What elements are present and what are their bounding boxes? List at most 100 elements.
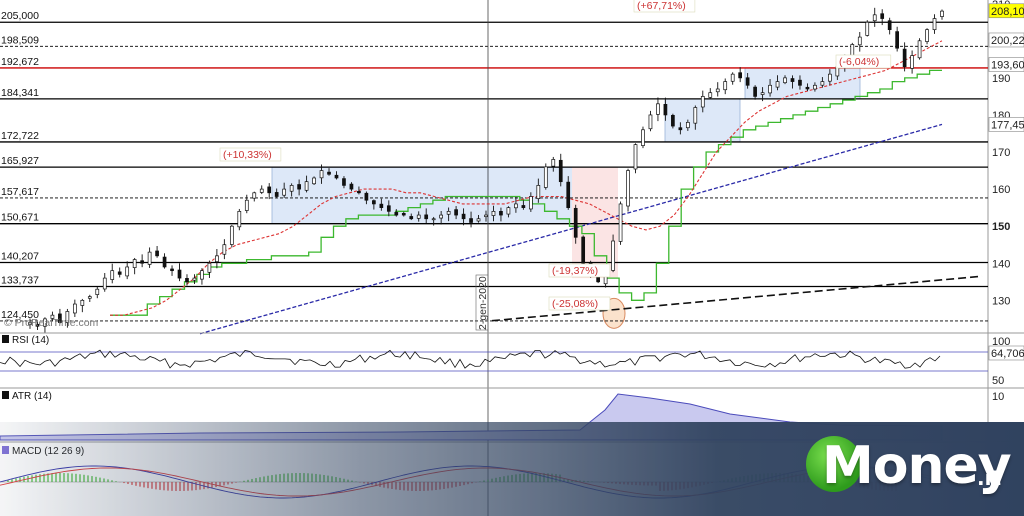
- candle: [499, 207, 503, 222]
- candle-body: [469, 218, 473, 223]
- brand-suffix: .it: [977, 466, 1002, 490]
- candle: [454, 206, 458, 220]
- candle-body: [147, 251, 152, 265]
- annotation-3: (-19,37%): [552, 265, 598, 277]
- candle: [828, 69, 832, 86]
- candle: [932, 14, 937, 34]
- candle-body: [656, 103, 660, 115]
- candle-body: [102, 277, 107, 290]
- candle: [775, 75, 780, 91]
- candle: [386, 200, 391, 217]
- horizontal-levels: 205,000 198,509 192,672 184,341 172,722 165,9…: [0, 10, 988, 322]
- candle-body: [663, 103, 668, 116]
- candle: [663, 97, 668, 121]
- candle-body: [902, 48, 907, 68]
- candle-body: [58, 313, 62, 323]
- candle: [566, 176, 571, 210]
- candle-body: [117, 271, 122, 275]
- candle-body: [43, 318, 47, 327]
- candle-body: [476, 218, 481, 222]
- range-boxes: [271, 67, 861, 329]
- candle-body: [857, 36, 862, 46]
- candle: [342, 176, 346, 189]
- atr-ytick: 10: [992, 391, 1004, 403]
- candle: [723, 78, 728, 95]
- candle-body: [775, 81, 780, 88]
- candle: [895, 26, 899, 52]
- annotation-box-2: [835, 54, 892, 69]
- candle: [469, 211, 473, 228]
- y-tick-160: 160: [992, 184, 1010, 196]
- candle: [730, 72, 735, 85]
- candle: [155, 245, 159, 258]
- candle: [917, 38, 922, 60]
- candle-body: [790, 78, 795, 82]
- candle-body: [162, 256, 167, 268]
- candle-body: [865, 21, 870, 36]
- candle-body: [543, 166, 548, 188]
- candle-body: [334, 174, 339, 179]
- value-tag-0: 208,10: [991, 6, 1024, 18]
- candle-body: [28, 322, 32, 325]
- candle: [140, 254, 144, 268]
- candle-body: [312, 177, 316, 185]
- candle-body: [289, 185, 294, 192]
- candle-body: [357, 190, 361, 194]
- atr-label: ATR (14): [12, 391, 52, 402]
- candle: [514, 196, 518, 213]
- candle: [738, 67, 743, 83]
- candle: [110, 263, 115, 284]
- candle: [641, 126, 645, 149]
- candle-body: [514, 203, 518, 209]
- candle-body: [319, 170, 324, 179]
- candle-body: [618, 203, 623, 242]
- candle: [521, 200, 526, 210]
- candle-body: [671, 114, 675, 127]
- candle: [200, 268, 204, 285]
- candle: [394, 209, 399, 217]
- vertical-marker-label: 2-gen-2020: [477, 276, 489, 330]
- candle-body: [738, 72, 743, 79]
- candle: [768, 79, 772, 97]
- rsi-value: 64,706: [991, 348, 1024, 360]
- candle: [872, 7, 877, 27]
- candle-body: [386, 205, 391, 212]
- value-tag-box-2: [988, 57, 1024, 72]
- candle-body: [887, 20, 892, 31]
- candle-body: [633, 144, 638, 170]
- candle: [656, 97, 660, 122]
- candle: [43, 317, 47, 333]
- candle-body: [872, 14, 877, 22]
- candle: [207, 260, 212, 278]
- level-label-1: 198,509: [1, 34, 39, 46]
- candle-body: [372, 200, 376, 205]
- candles: [28, 7, 944, 333]
- candle-body: [760, 92, 765, 95]
- candle-body: [678, 127, 683, 131]
- candle-body: [170, 268, 174, 272]
- candle-body: [409, 216, 414, 220]
- candle: [461, 208, 466, 226]
- level-label-10: 124,450: [1, 309, 39, 321]
- candle-body: [244, 199, 249, 211]
- candle: [543, 163, 548, 190]
- candle: [401, 211, 406, 217]
- candle-body: [932, 18, 937, 31]
- candle-body: [499, 210, 503, 216]
- candle-body: [461, 213, 466, 220]
- candle: [671, 113, 675, 129]
- candle: [95, 286, 100, 299]
- candle: [551, 156, 556, 172]
- candle: [147, 247, 152, 268]
- candle-body: [641, 129, 645, 146]
- candle-body: [50, 314, 55, 319]
- candle-body: [259, 188, 264, 193]
- candle-body: [140, 260, 144, 264]
- candle-body: [379, 203, 384, 208]
- candle-body: [536, 185, 541, 199]
- candle: [28, 318, 32, 329]
- candle-body: [566, 181, 571, 208]
- candle-body: [431, 218, 436, 221]
- annotation-0: (+67,71%): [637, 0, 686, 12]
